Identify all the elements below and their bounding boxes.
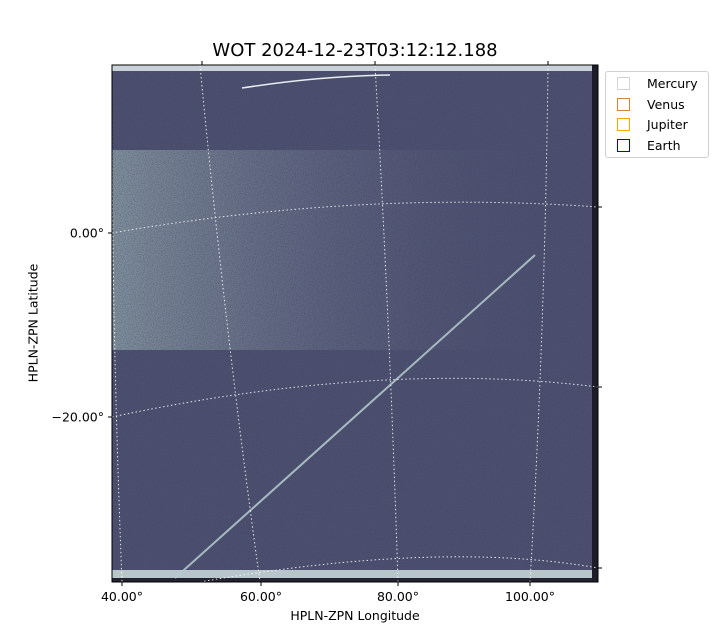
right-dark-edge [592,65,598,582]
grid-meridian-100 [529,65,549,582]
y-tick-label: −20.00° [51,409,104,425]
top-edge [112,65,598,71]
legend-item-jupiter: Jupiter [617,114,688,134]
bottom-dark-edge [112,578,598,582]
y-axis-label: HPLN-ZPN Latitude [25,263,41,383]
legend-swatch [617,97,630,111]
grid-meridian-80 [374,65,399,582]
image-noise [112,65,598,582]
legend-label: Mercury [647,75,698,91]
legend: Mercury Venus Jupiter Earth [605,71,709,158]
x-tick-label: 40.00° [100,589,144,604]
grid-parallel-0 [112,201,598,234]
legend-item-venus: Venus [617,94,685,114]
legend-label: Jupiter [647,116,688,132]
axes-frame [111,64,599,583]
streak-main [174,254,536,579]
bottom-edge [112,570,598,578]
legend-item-earth: Earth [617,135,681,155]
x-tick-label: 80.00° [376,589,420,604]
legend-swatch [617,117,630,131]
x-tick-label: 100.00° [505,589,555,604]
legend-item-mercury: Mercury [617,73,698,93]
x-tick-label: 60.00° [239,589,283,604]
chart-title: WOT 2024-12-23T03:12:12.188 [212,40,498,61]
grid-parallel-40 [199,556,598,582]
legend-swatch [617,138,630,152]
y-tick-label: 0.00° [69,225,104,241]
legend-swatch [617,76,630,90]
streak-top [241,74,391,89]
grid-meridian-60 [199,65,261,582]
legend-label: Earth [647,137,681,153]
x-axis-label: HPLN-ZPN Longitude [290,608,420,623]
legend-label: Venus [647,96,685,112]
